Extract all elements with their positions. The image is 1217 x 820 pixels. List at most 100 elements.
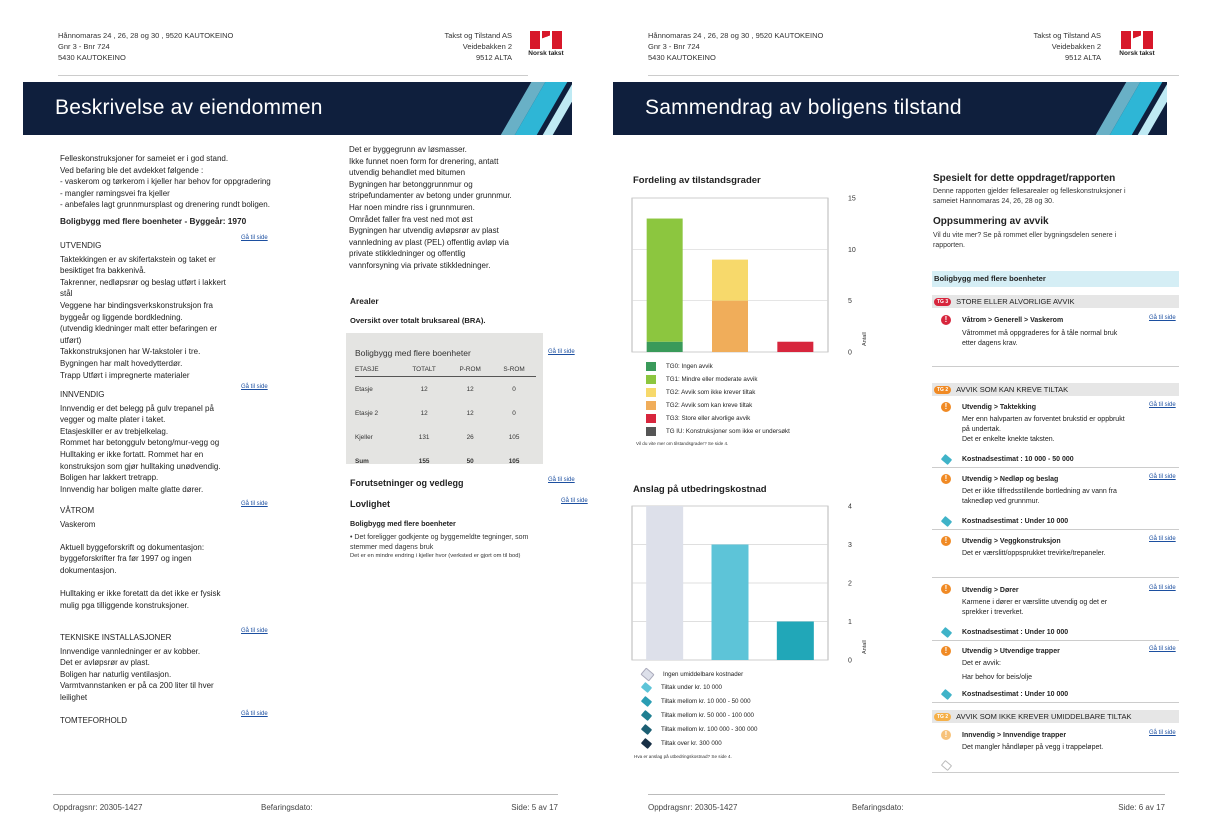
grunn-text: Det er byggegrunn av løsmasser. Ikke fun… xyxy=(349,144,589,272)
company-line: Veidebakken 2 xyxy=(462,42,512,51)
text-line: sameiet Hannomaras 24, 26, 28 og 30. xyxy=(933,198,1055,205)
table-cell: Etasje xyxy=(355,385,373,393)
logo-bar xyxy=(542,31,550,49)
goto-page-link[interactable]: Gå til side xyxy=(241,628,268,634)
goto-page-link[interactable]: Gå til side xyxy=(561,498,588,504)
tg2-section-header: TG 2 AVVIK SOM KAN KREVE TILTAK xyxy=(932,383,1179,396)
goto-page-link[interactable]: Gå til side xyxy=(1149,402,1176,408)
goto-page-link[interactable]: Gå til side xyxy=(241,235,268,241)
address-line: 5430 KAUTOKEINO xyxy=(58,53,126,62)
item-title: Utvendig > Nedløp og beslag xyxy=(962,476,1059,483)
legend-label: Tiltak mellom kr. 100 000 - 300 000 xyxy=(661,726,758,733)
table-sum-row: Sum 155 50 105 xyxy=(355,449,536,473)
text-line: vannforsyning via private stikkledninger… xyxy=(349,260,491,270)
goto-page-link[interactable]: Gå til side xyxy=(1149,730,1176,736)
section-title: INNVENDIG xyxy=(60,390,105,399)
intro-line: - anbefales lagt grunnmursplast og drene… xyxy=(60,200,270,210)
chart-title: Anslag på utbedringskostnad xyxy=(633,484,767,495)
intro-line: Ved befaring ble det avdekket følgende : xyxy=(60,165,204,175)
cost-estimate: Kostnadsestimat : 10 000 - 50 000 xyxy=(962,456,1074,463)
divider xyxy=(932,772,1179,773)
text-line: Bygningen har betonggrunnmur og xyxy=(349,179,473,189)
address-line: Gnr 3 - Bnr 724 xyxy=(58,42,110,51)
footer-oppdragsnr: Oppdragsnr: 20305-1427 xyxy=(53,803,143,812)
logo-bar xyxy=(530,31,540,49)
address-line: 5430 KAUTOKEINO xyxy=(648,53,716,62)
table-cell: Etasje 2 xyxy=(355,409,379,417)
page-footer: Oppdragsnr: 20305-1427 Befaringsdato: Si… xyxy=(53,794,558,812)
section-line: stål xyxy=(60,289,73,299)
section-line: (utvendig kledninger malt etter befaring… xyxy=(60,324,217,334)
goto-page-link[interactable]: Gå til side xyxy=(548,477,575,483)
legend-swatch xyxy=(646,375,656,384)
area-table-caption: Boligbygg med flere boenheter xyxy=(355,348,471,358)
section-line: vegger og malte plater i taket. xyxy=(60,415,166,425)
section-line: Trapp Utført i impregnerte materialer xyxy=(60,370,190,380)
page-footer: Oppdragsnr: 20305-1427 Befaringsdato: Si… xyxy=(648,794,1165,812)
section-line: Hulltaking er ikke foretatt da det ikke … xyxy=(60,589,221,599)
warning-icon: ! xyxy=(941,584,951,594)
cost-tag-icon xyxy=(640,737,653,750)
goto-page-link[interactable]: Gå til side xyxy=(1149,474,1176,480)
report-page-5: Hånnomaras 24 , 26, 28 og 30 , 9520 KAUT… xyxy=(0,0,590,820)
table-cell: 155 xyxy=(418,457,430,465)
goto-page-link[interactable]: Gå til side xyxy=(1149,315,1176,321)
goto-page-link[interactable]: Gå til side xyxy=(241,501,268,507)
text-line: Området faller fra vest ned mot øst xyxy=(349,214,473,224)
footer-befaringsdato: Befaringsdato: xyxy=(261,803,313,812)
goto-page-link[interactable]: Gå til side xyxy=(1149,585,1176,591)
section-vatrom: VÅTROM Vaskerom Aktuell byggeforskrift o… xyxy=(60,505,300,611)
y-tick-label: 5 xyxy=(848,298,852,305)
item-text: Det er ikke tilfredsstillende bortlednin… xyxy=(962,487,1117,507)
intro-line: Felleskonstruksjoner for sameiet er i go… xyxy=(60,154,229,163)
legend-label: TG3: Store eller alvorlige avvik xyxy=(666,415,751,422)
goto-page-link[interactable]: Gå til side xyxy=(241,384,268,390)
legend-item: TG0: Ingen avvik xyxy=(646,362,713,371)
cost-estimate: Kostnadsestimat : Under 10 000 xyxy=(962,518,1069,525)
divider xyxy=(932,577,1179,578)
cost-estimate-chart: 0 1 2 3 4 Antall xyxy=(631,504,868,665)
section-line: utført) xyxy=(60,335,82,345)
section-line: besiktiget fra bakkenivå. xyxy=(60,266,146,276)
chart-note: Vil du vite mer om tilstandsgrader? Se s… xyxy=(636,441,729,446)
legend-label: TG1: Mindre eller moderate avvik xyxy=(666,376,758,383)
goto-page-link[interactable]: Gå til side xyxy=(548,349,575,355)
section-line: Aktuell byggeforskrift og dokumentasjon: xyxy=(60,542,205,552)
legend-label: Tiltak mellom kr. 10 000 - 50 000 xyxy=(661,698,751,705)
legend-item: Tiltak mellom kr. 50 000 - 100 000 xyxy=(640,709,754,722)
section-line: leilighet xyxy=(60,692,88,702)
condition-grade-chart: 0 5 10 15 Antall xyxy=(631,196,868,357)
logo-text: Norsk takst xyxy=(1119,50,1155,57)
text-line: Det er avvik: xyxy=(962,660,1001,667)
item-title: Utvendig > Dører xyxy=(962,587,1019,594)
section-line: Etasjeskiller er av trebjelkelag. xyxy=(60,426,169,436)
table-row: Kjeller 131 26 105 xyxy=(355,425,536,449)
section-line: Det er avløpsrør av plast. xyxy=(60,658,150,668)
chart-title: Fordeling av tilstandsgrader xyxy=(633,175,761,186)
table-cell: Sum xyxy=(355,457,369,465)
logo-bar xyxy=(552,31,562,49)
cost-tag-icon xyxy=(640,681,653,694)
legend-item: TG3: Store eller alvorlige avvik xyxy=(646,414,750,423)
table-header-row: ETASJE TOTALT P-ROM S-ROM xyxy=(355,363,536,377)
section-innvendig: INNVENDIG Innvendig er det belegg på gul… xyxy=(60,389,300,495)
text-line: vannledning av plast (PEL) offentlig avl… xyxy=(349,237,509,247)
text-line: Vil du vite mer? Se på rommet eller bygn… xyxy=(933,232,1117,239)
bar-segment xyxy=(777,341,814,352)
section-line: Boligen har naturlig ventilasjon. xyxy=(60,669,172,679)
goto-page-link[interactable]: Gå til side xyxy=(241,711,268,717)
company-line: 9512 ALTA xyxy=(1065,53,1101,62)
legend-item: Tiltak under kr. 10 000 xyxy=(640,681,722,694)
legend-label: Tiltak mellom kr. 50 000 - 100 000 xyxy=(661,712,754,719)
legend-item: Ingen umiddelbare kostnader xyxy=(640,667,743,682)
goto-page-link[interactable]: Gå til side xyxy=(1149,646,1176,652)
norsk-takst-logo: Norsk takst xyxy=(1117,31,1157,57)
tg1-badge: TG 2 xyxy=(934,712,952,721)
goto-page-link[interactable]: Gå til side xyxy=(1149,536,1176,542)
column-header: S-ROM xyxy=(492,363,536,377)
company-line: Veidebakken 2 xyxy=(1051,42,1101,51)
section-title: AVVIK SOM KAN KREVE TILTAK xyxy=(956,385,1069,394)
section-line: Boligen har lakkert tretrapp. xyxy=(60,473,159,483)
tg2-badge: TG 2 xyxy=(934,385,952,394)
table-cell: 12 xyxy=(466,385,474,393)
